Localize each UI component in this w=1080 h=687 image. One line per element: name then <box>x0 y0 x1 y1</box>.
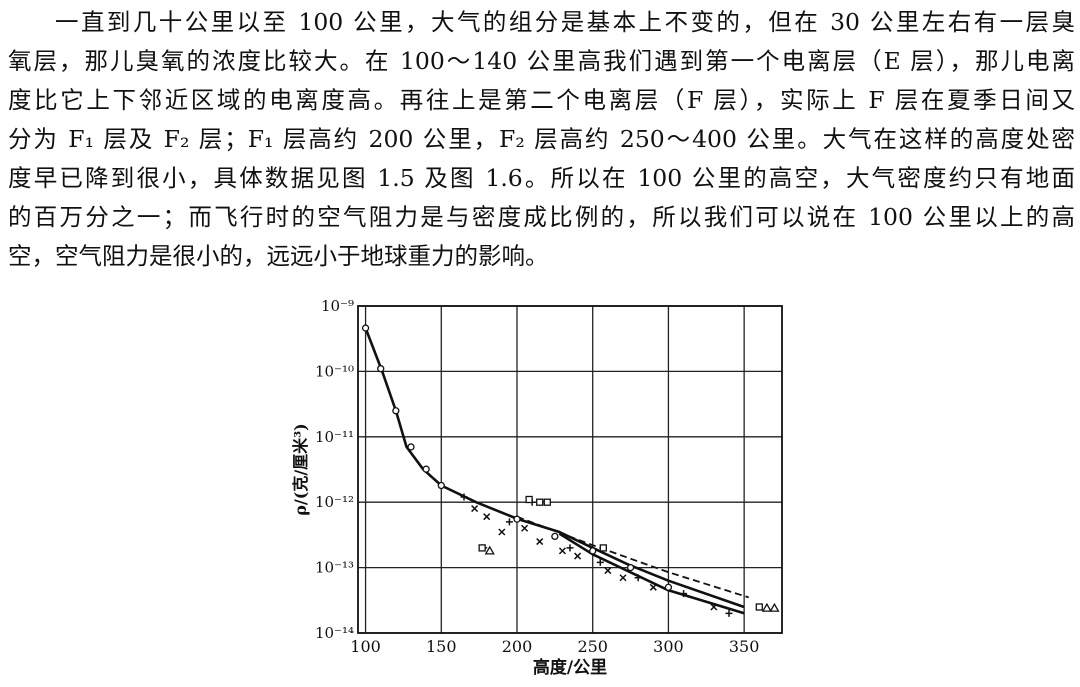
data-point <box>407 443 415 451</box>
data-line <box>516 515 749 599</box>
text-line: 空，空气阻力是很小的，远远小于地球重力的影响。 <box>8 242 549 270</box>
data-point <box>725 609 733 617</box>
data-point <box>437 481 445 490</box>
x-tick-label: 250 <box>577 637 608 656</box>
text-line: 度比它上下邻近区域的电离度高。再往上是第二个电离层（F 层），实际上 F 层在夏… <box>8 86 1075 114</box>
data-point <box>634 574 642 582</box>
data-line <box>364 327 745 609</box>
data-point <box>604 567 612 575</box>
data-point <box>536 538 544 546</box>
text-line: 一直到几十公里以至 100 公里，大气的组分是基本上不变的，但在 30 公里左右… <box>55 8 1075 36</box>
data-point <box>710 603 718 611</box>
data-point <box>599 544 607 552</box>
text-line: 氧层，那儿臭氧的浓度比较大。在 100～140 公里高我们遇到第一个电离层（E … <box>8 47 1075 75</box>
text-line: 的百万分之一；而飞行时的空气阻力是与密度成比例的，所以我们可以说在 100 公里… <box>8 203 1075 231</box>
y-tick-label: 10⁻¹⁰ <box>315 362 354 380</box>
data-point <box>558 547 566 555</box>
data-point <box>483 513 491 521</box>
data-point <box>471 505 479 513</box>
data-point <box>505 518 513 526</box>
data-point <box>680 590 688 598</box>
x-tick-label: 150 <box>426 637 457 656</box>
data-point <box>755 603 763 611</box>
data-point <box>460 493 468 501</box>
data-point <box>377 365 385 373</box>
data-point <box>478 544 486 552</box>
data-point <box>649 583 657 591</box>
data-point <box>521 524 529 532</box>
data-line <box>558 532 745 615</box>
data-point <box>769 602 780 612</box>
x-tick-label: 100 <box>350 637 381 656</box>
y-tick-label: 10⁻⁹ <box>321 297 354 315</box>
data-point <box>664 583 673 591</box>
y-tick-label: 10⁻¹² <box>315 493 354 511</box>
y-tick-label: 10⁻¹³ <box>315 559 354 577</box>
y-tick-label: 10⁻¹⁴ <box>315 624 354 642</box>
x-tick-label: 350 <box>729 637 760 656</box>
paragraph: 一直到几十公里以至 100 公里，大气的组分是基本上不变的，但在 30 公里左右… <box>8 4 1075 277</box>
data-point <box>574 552 582 560</box>
data-point <box>361 324 370 332</box>
data-point <box>551 532 559 541</box>
data-point <box>543 498 551 506</box>
y-tick-label: 10⁻¹¹ <box>315 428 354 446</box>
text-line: 分为 F₁ 层及 F₂ 层；F₁ 层高约 200 公里，F₂ 层高约 250～4… <box>8 125 1075 153</box>
y-axis-label: ρ/(克/厘米³) <box>291 423 310 515</box>
data-point <box>422 465 430 473</box>
data-point <box>498 528 506 536</box>
data-point <box>566 544 574 552</box>
data-point <box>619 574 627 582</box>
x-axis-label: 高度/公里 <box>533 657 607 678</box>
data-point <box>761 602 772 612</box>
x-tick-label: 300 <box>653 637 684 656</box>
data-point <box>484 545 495 555</box>
data-point <box>392 407 400 415</box>
data-point <box>513 515 521 523</box>
plot-frame <box>357 305 783 634</box>
data-point <box>589 547 597 555</box>
data-point <box>596 558 604 566</box>
data-point <box>525 495 533 504</box>
x-tick-label: 200 <box>502 637 533 656</box>
data-point <box>536 498 544 506</box>
text-line: 度早已降到很小，具体数据见图 1.5 及图 1.6。所以在 100 公里的高空，… <box>8 164 1075 192</box>
data-point <box>626 563 635 572</box>
